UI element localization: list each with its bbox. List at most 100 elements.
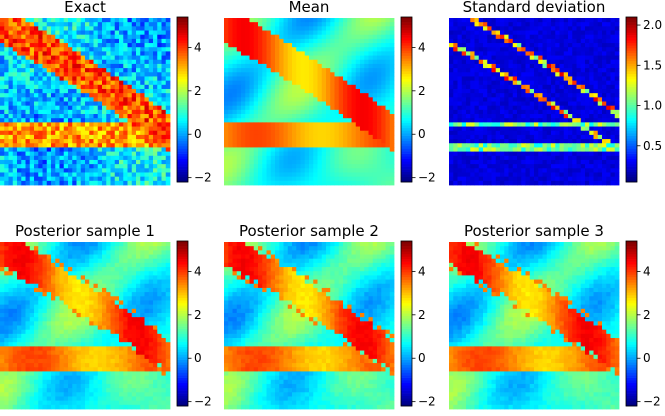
heatmap-cell xyxy=(236,93,242,98)
heatmap-cell xyxy=(8,22,14,27)
heatmap xyxy=(449,18,620,186)
heatmap-cell xyxy=(89,63,94,69)
heatmap-cell xyxy=(546,109,552,115)
heatmap-cell xyxy=(114,88,120,94)
heatmap-cell xyxy=(25,147,31,152)
heatmap-cell xyxy=(46,51,52,56)
heatmap-cell xyxy=(119,38,124,44)
heatmap-cell xyxy=(555,101,560,107)
heatmap-cell xyxy=(249,43,255,48)
heatmap-cell xyxy=(249,38,255,44)
heatmap-cell xyxy=(245,155,250,161)
heatmap-cell xyxy=(347,126,352,132)
heatmap-cell xyxy=(140,68,145,73)
heatmap-cell xyxy=(321,43,327,48)
heatmap-cell xyxy=(140,172,145,178)
heatmap-cell xyxy=(80,93,86,98)
heatmap-cell xyxy=(512,139,518,144)
heatmap-cell xyxy=(25,22,31,27)
heatmap-cell xyxy=(504,76,509,82)
heatmap-cell xyxy=(85,55,90,61)
heatmap-cell xyxy=(343,164,348,169)
heatmap-cell xyxy=(12,180,18,186)
heatmap-cell xyxy=(589,130,594,136)
heatmap-cell xyxy=(63,122,69,127)
heatmap-cell xyxy=(106,151,111,157)
heatmap-cell xyxy=(38,93,43,98)
heatmap-cell xyxy=(110,130,116,136)
heatmap-cell xyxy=(4,147,9,152)
colorbar-step xyxy=(177,158,188,162)
heatmap-cell xyxy=(106,134,111,140)
heatmap-cell xyxy=(119,164,124,169)
heatmap-cell xyxy=(258,172,263,178)
heatmap-cell xyxy=(321,26,327,31)
heatmap-cell xyxy=(466,172,471,178)
heatmap-cell xyxy=(279,168,284,173)
heatmap-cell xyxy=(29,97,35,102)
heatmap-cell xyxy=(508,88,514,94)
heatmap-cell xyxy=(34,143,39,148)
heatmap-cell xyxy=(538,22,543,27)
heatmap-cell xyxy=(478,30,484,36)
heatmap-cell xyxy=(330,101,335,107)
heatmap-cell xyxy=(148,101,154,107)
heatmap-cell xyxy=(597,105,603,111)
heatmap-cell xyxy=(309,164,314,169)
heatmap-cell xyxy=(508,51,514,56)
heatmap-cell xyxy=(555,130,560,136)
heatmap-cell xyxy=(372,34,378,40)
heatmap-cell xyxy=(317,47,323,52)
heatmap-cell xyxy=(296,34,301,40)
heatmap-cell xyxy=(85,47,90,52)
colorbar-step xyxy=(401,53,412,56)
heatmap-cell xyxy=(224,139,229,144)
heatmap-cell xyxy=(461,51,467,56)
heatmap-cell xyxy=(46,126,52,132)
heatmap-cell xyxy=(8,109,14,115)
heatmap-cell xyxy=(21,68,26,73)
heatmap-cell xyxy=(602,55,607,61)
heatmap-cell xyxy=(127,30,133,36)
heatmap-cell xyxy=(296,155,301,161)
heatmap-cell xyxy=(559,155,565,161)
heatmap-cell xyxy=(602,88,607,94)
heatmap-cell xyxy=(63,47,69,52)
heatmap-cell xyxy=(157,159,162,165)
heatmap-cell xyxy=(283,47,289,52)
heatmap-cell xyxy=(89,68,94,73)
heatmap-cell xyxy=(241,30,246,36)
heatmap-cell xyxy=(334,101,340,107)
heatmap-cell xyxy=(296,122,301,127)
heatmap-cell xyxy=(534,80,539,86)
heatmap-cell xyxy=(525,151,531,157)
heatmap-cell xyxy=(55,159,60,165)
heatmap-cell xyxy=(521,26,526,31)
heatmap-cell xyxy=(262,72,267,77)
heatmap-cell xyxy=(614,38,620,44)
heatmap-cell xyxy=(504,30,509,36)
heatmap-cell xyxy=(253,147,259,152)
heatmap-cell xyxy=(42,180,48,186)
colorbar-step xyxy=(401,24,412,28)
heatmap-cell xyxy=(68,159,73,165)
heatmap-cell xyxy=(287,105,293,111)
heatmap-cell xyxy=(317,109,323,115)
heatmap-cell xyxy=(76,51,82,56)
heatmap-cell xyxy=(12,59,18,65)
heatmap-cell xyxy=(148,22,154,27)
heatmap-cell xyxy=(504,105,509,111)
heatmap-cell xyxy=(258,176,263,182)
heatmap-cell xyxy=(21,30,26,36)
heatmap-cell xyxy=(343,139,348,144)
heatmap-cell xyxy=(232,122,238,127)
heatmap-cell xyxy=(55,164,60,169)
heatmap-cell xyxy=(364,63,369,69)
heatmap-cell xyxy=(563,26,569,31)
heatmap-cell xyxy=(93,118,99,123)
heatmap-cell xyxy=(546,26,552,31)
heatmap-cell xyxy=(236,68,242,73)
heatmap-cell xyxy=(330,164,335,169)
heatmap-cell xyxy=(563,159,569,165)
heatmap-cell xyxy=(300,26,306,31)
